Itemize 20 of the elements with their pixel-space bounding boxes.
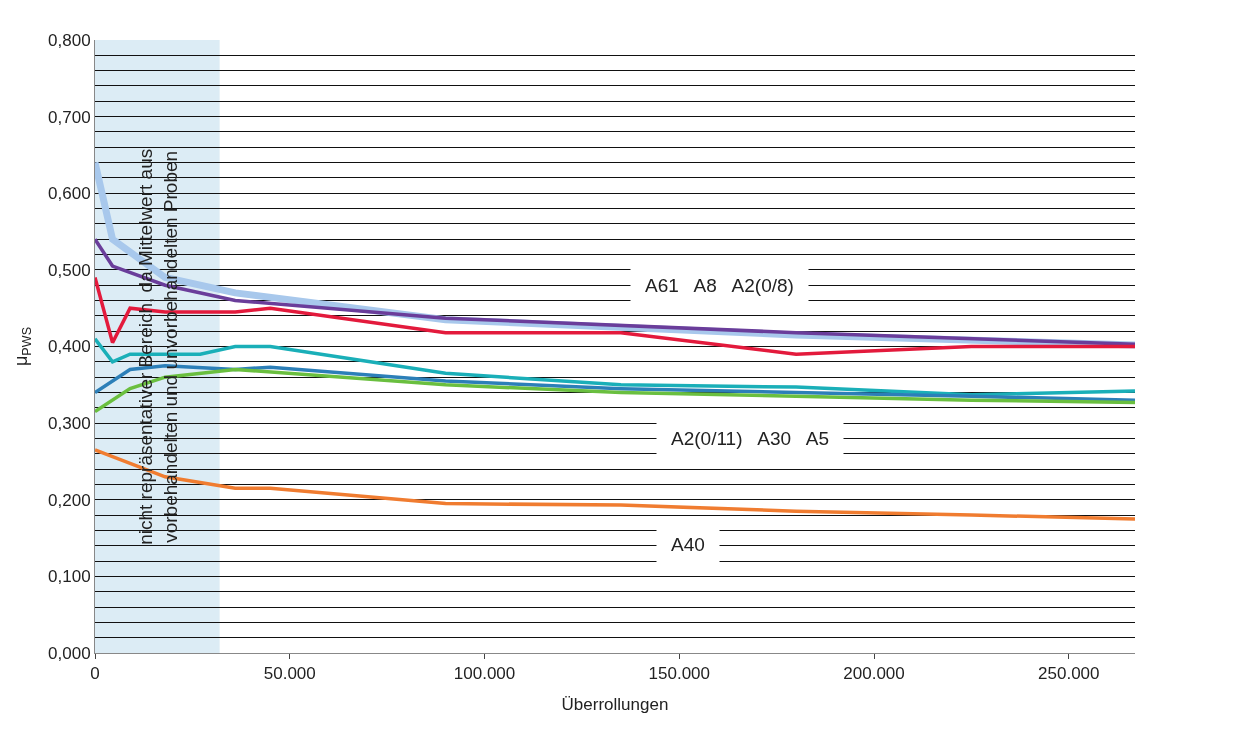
y-tick-label: 0,100 [48, 567, 91, 587]
annotation: A2(0/11) A30 A5 [671, 428, 830, 449]
x-tick-label: 50.000 [263, 664, 316, 684]
y-tick-label: 0,000 [48, 643, 91, 663]
y-tick-label: 0,800 [48, 30, 91, 50]
x-tick-label: 0 [90, 664, 100, 684]
y-tick-label: 0,200 [48, 490, 91, 510]
annotation: A40 [671, 534, 705, 555]
y-tick-label: 0,300 [48, 414, 91, 434]
y-tick-label: 0,500 [48, 260, 91, 280]
y-tick-label: 0,400 [48, 337, 91, 357]
y-tick-label: 0,600 [48, 184, 91, 204]
x-tick-label: 100.000 [453, 664, 516, 684]
x-tick-label: 200.000 [843, 664, 905, 684]
x-axis-title: Überrollungen [561, 694, 669, 714]
band-label: nicht repräsentativer Bereich, da Mittelwert aus vorbehandelten und unvorbehandelten Proben [134, 148, 181, 545]
y-tick-label: 0,700 [48, 107, 91, 127]
annotation: A61 A8 A2(0/8) [645, 275, 794, 296]
x-tick-label: 150.000 [648, 664, 710, 684]
x-tick-label: 250.000 [1038, 664, 1100, 684]
